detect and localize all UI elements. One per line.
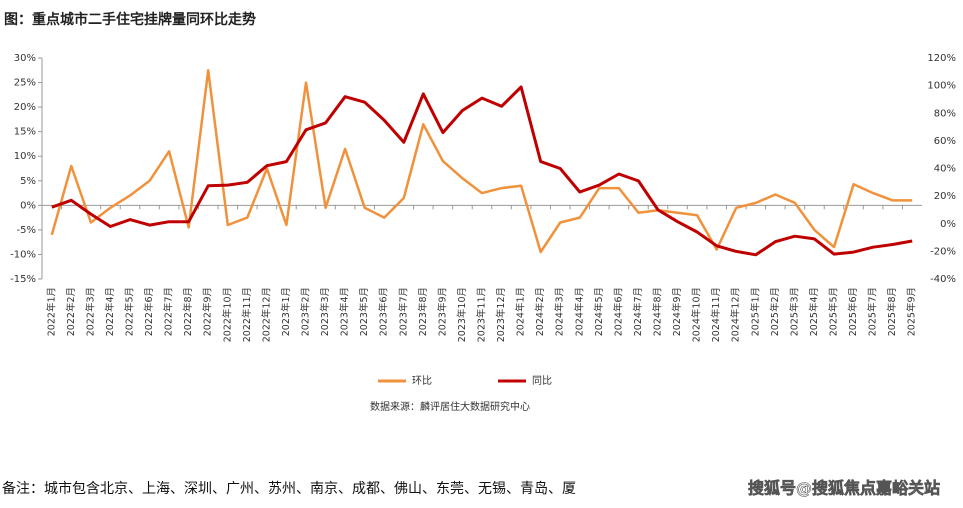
y-tick-label: -15% [10,274,36,285]
y2-tick-label: 0% [940,219,956,230]
x-tick-label: 2023年1月 [280,287,292,336]
x-tick-label: 2024年11月 [710,287,722,342]
x-tick-label: 2022年11月 [241,287,253,342]
x-tick-label: 2023年9月 [436,287,448,336]
x-tick-label: 2022年4月 [104,287,116,336]
x-tick-label: 2024年7月 [632,287,644,336]
y-tick-label: 30% [14,53,36,64]
x-tick-label: 2023年5月 [358,287,370,336]
y2-tick-label: -20% [930,246,956,257]
y-tick-label: 20% [14,102,36,113]
x-tick-label: 2023年7月 [397,287,409,336]
source: 数据来源：麟评居住大数据研究中心 [370,400,530,413]
y-tick-label: 0% [20,200,36,211]
x-tick-label: 2025年4月 [808,287,820,336]
x-tick-label: 2025年8月 [886,287,898,336]
x-tick-label: 2022年12月 [260,287,272,342]
y2-tick-label: -40% [930,274,956,285]
x-tick-label: 2024年3月 [554,287,566,336]
y-tick-label: 25% [14,78,36,89]
x-tick-label: 2024年8月 [652,287,664,336]
x-tick-label: 2022年1月 [45,287,57,336]
watermark: 搜狐号@搜狐焦点嘉峪关站 [748,479,940,498]
x-tick-label: 2023年3月 [319,287,331,336]
y2-tick-label: 40% [934,164,956,175]
x-tick-label: 2022年9月 [202,287,214,336]
x-tick-label: 2022年10月 [221,287,233,342]
x-tick-label: 2023年6月 [378,287,390,336]
x-tick-label: 2023年4月 [339,287,351,336]
y-tick-label: 5% [20,176,36,187]
y-tick-label: 10% [14,151,36,162]
x-tick-label: 2022年7月 [163,287,175,336]
x-tick-label: 2025年9月 [906,287,918,336]
x-tick-label: 2023年10月 [456,287,468,342]
x-tick-label: 2022年3月 [84,287,96,336]
x-tick-label: 2024年1月 [515,287,527,336]
x-tick-label: 2024年6月 [612,287,624,336]
x-tick-label: 2025年3月 [788,287,800,336]
x-tick-label: 2024年10月 [691,287,703,342]
y2-tick-label: 120% [927,53,956,64]
x-tick-label: 2022年8月 [182,287,194,336]
x-tick-label: 2025年7月 [867,287,879,336]
y-tick-label: 15% [14,127,36,138]
x-tick-label: 2022年5月 [124,287,136,336]
y2-tick-label: 100% [927,81,956,92]
x-tick-label: 2022年2月 [65,287,77,336]
x-tick-label: 2024年2月 [534,287,546,336]
y2-tick-label: 60% [934,136,956,147]
series-line [50,69,913,254]
x-tick-label: 2025年2月 [769,287,781,336]
x-tick-label: 2024年4月 [573,287,585,336]
note: 备注：城市包含北京、上海、深圳、广州、苏州、南京、成都、佛山、东莞、无锡、青岛、… [2,480,576,497]
legend-label: 环比 [412,375,432,387]
y-tick-label: -10% [10,249,36,260]
x-tick-label: 2024年9月 [671,287,683,336]
x-tick-label: 2023年12月 [495,287,507,342]
y2-tick-label: 20% [934,191,956,202]
x-tick-label: 2025年6月 [847,287,859,336]
x-tick-label: 2025年1月 [749,287,761,336]
x-tick-label: 2022年6月 [143,287,155,336]
x-tick-label: 2024年12月 [730,287,742,342]
legend-label: 同比 [532,375,552,387]
x-tick-label: 2023年8月 [417,287,429,336]
x-tick-label: 2023年2月 [300,287,312,336]
chart-title: 图：重点城市二手住宅挂牌量同环比走势 [4,11,256,28]
y2-tick-label: 80% [934,108,956,119]
x-tick-label: 2024年5月 [593,287,605,336]
x-tick-label: 2025年5月 [828,287,840,336]
y-tick-label: -5% [17,225,36,236]
series-line [51,85,913,257]
x-tick-label: 2023年11月 [476,287,488,342]
